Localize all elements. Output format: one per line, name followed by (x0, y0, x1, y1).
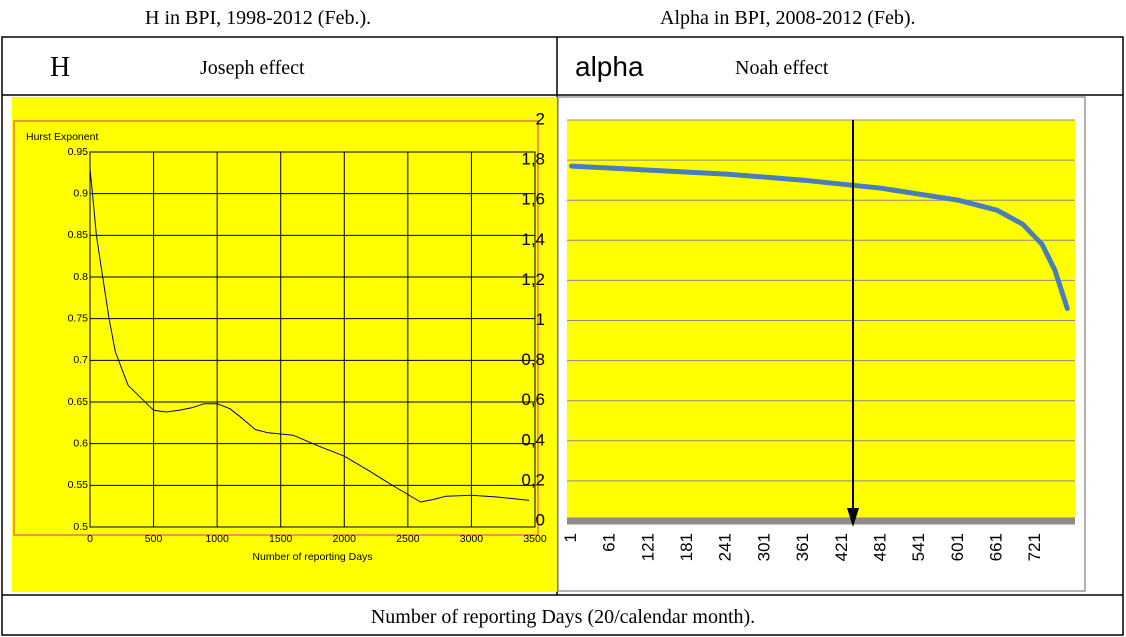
x-tick-label: 361 (793, 533, 812, 561)
y-axis-label: Hurst Exponent (26, 131, 98, 143)
x-tick-label: 301 (754, 533, 773, 561)
arrow-head (847, 508, 859, 527)
x-tick-label: 1000 (205, 533, 229, 545)
data-line (569, 163, 1070, 311)
y-tick-label: 0,6 (521, 390, 545, 409)
y-tick-label: 0.95 (68, 146, 89, 158)
x-tick-label: 181 (677, 533, 696, 561)
x-tick-label: 2000 (333, 533, 357, 545)
x-tick-label: 2500 (396, 533, 420, 545)
y-tick-label: 0.55 (68, 479, 89, 491)
y-tick-label: 0.9 (73, 187, 88, 199)
x-tick-label: 61 (600, 533, 619, 552)
y-tick-label: 0.85 (68, 229, 89, 241)
x-axis-label: Number of reporting Days (252, 551, 372, 563)
x-tick-label: 661 (986, 533, 1005, 561)
y-tick-label: 0.6 (73, 437, 88, 449)
y-tick-label: 0.65 (68, 396, 89, 408)
x-tick-label: 1 (561, 533, 580, 542)
x-tick-label: 721 (1025, 533, 1044, 561)
y-tick-label: 2 (536, 109, 545, 128)
right-caption: Alpha in BPI, 2008-2012 (Feb). (660, 7, 916, 29)
left-frame (13, 120, 539, 536)
left-symbol: H (50, 52, 70, 83)
y-tick-label: 0 (536, 510, 545, 529)
left-caption: H in BPI, 1998-2012 (Feb.). (145, 7, 371, 29)
footer: Number of reporting Days (20/calendar mo… (371, 606, 755, 628)
x-tick-label: 3500 (523, 533, 547, 545)
table-border (1, 36, 1124, 636)
x-tick-label: 0 (87, 533, 93, 545)
x-tick-label: 1500 (269, 533, 293, 545)
y-tick-label: 1,2 (521, 270, 545, 289)
x-tick-label: 421 (832, 533, 851, 561)
left-effect: Joseph effect (200, 57, 305, 79)
y-tick-label: 0,8 (521, 350, 545, 369)
data-line (89, 168, 530, 503)
x-tick-label: 481 (870, 533, 889, 561)
x-tick-label: 3000 (460, 533, 484, 545)
x-tick-label: 241 (716, 533, 735, 561)
y-tick-label: 0.75 (68, 312, 89, 324)
x-tick-label: 500 (145, 533, 163, 545)
y-tick-label: 0.7 (73, 354, 88, 366)
y-tick-label: 1,4 (521, 230, 545, 249)
y-tick-label: 0.5 (73, 521, 88, 533)
right-symbol: alpha (575, 51, 644, 82)
y-tick-label: 0,2 (521, 470, 545, 489)
y-tick-label: 0,4 (521, 430, 545, 449)
y-tick-label: 1,6 (521, 190, 545, 209)
y-tick-label: 0.8 (73, 271, 88, 283)
y-tick-label: 1,8 (521, 150, 545, 169)
plot-frame (89, 151, 536, 528)
y-tick-label: 1 (536, 310, 545, 329)
right-effect: Noah effect (735, 57, 829, 79)
x-tick-label: 541 (909, 533, 928, 561)
charts: 0.5 0.55 0.6 0.65 0.7 0.75 0.8 0.85 0.9 0.95 0 500 1… (26, 109, 1075, 563)
x-tick-label: 121 (638, 533, 657, 561)
x-tick-label: 601 (948, 533, 967, 561)
plot-area (90, 152, 535, 527)
